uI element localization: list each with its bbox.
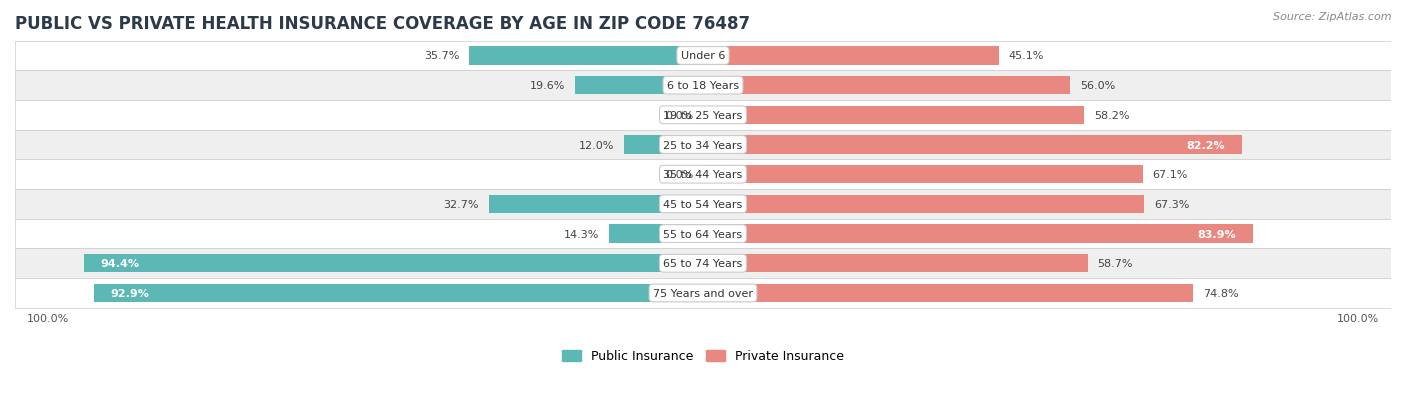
Text: Source: ZipAtlas.com: Source: ZipAtlas.com — [1274, 12, 1392, 22]
Text: 45 to 54 Years: 45 to 54 Years — [664, 199, 742, 209]
Bar — [575, 77, 703, 95]
Bar — [609, 225, 703, 243]
Bar — [94, 284, 703, 302]
Bar — [15, 131, 1391, 160]
Text: 0.0%: 0.0% — [665, 111, 693, 121]
Text: 19.6%: 19.6% — [530, 81, 565, 91]
Text: 25 to 34 Years: 25 to 34 Years — [664, 140, 742, 150]
Text: 83.9%: 83.9% — [1198, 229, 1236, 239]
Bar — [703, 47, 998, 66]
Text: 32.7%: 32.7% — [443, 199, 479, 209]
Bar — [15, 190, 1391, 219]
Text: 45.1%: 45.1% — [1008, 51, 1043, 61]
Text: PUBLIC VS PRIVATE HEALTH INSURANCE COVERAGE BY AGE IN ZIP CODE 76487: PUBLIC VS PRIVATE HEALTH INSURANCE COVER… — [15, 15, 751, 33]
Text: Under 6: Under 6 — [681, 51, 725, 61]
Text: 12.0%: 12.0% — [579, 140, 614, 150]
Text: 35.7%: 35.7% — [423, 51, 460, 61]
Bar — [15, 101, 1391, 131]
Text: 35 to 44 Years: 35 to 44 Years — [664, 170, 742, 180]
Bar — [470, 47, 703, 66]
Text: 55 to 64 Years: 55 to 64 Years — [664, 229, 742, 239]
Bar — [624, 136, 703, 154]
Legend: Public Insurance, Private Insurance: Public Insurance, Private Insurance — [562, 350, 844, 363]
Bar — [703, 225, 1253, 243]
Bar — [84, 254, 703, 273]
Text: 56.0%: 56.0% — [1080, 81, 1115, 91]
Text: 67.3%: 67.3% — [1154, 199, 1189, 209]
Bar — [15, 160, 1391, 190]
Text: 0.0%: 0.0% — [665, 170, 693, 180]
Text: 94.4%: 94.4% — [101, 259, 139, 268]
Text: 75 Years and over: 75 Years and over — [652, 288, 754, 298]
Bar — [703, 166, 1143, 184]
Bar — [15, 219, 1391, 249]
Bar — [703, 195, 1144, 214]
Text: 74.8%: 74.8% — [1204, 288, 1239, 298]
Text: 58.7%: 58.7% — [1098, 259, 1133, 268]
Text: 6 to 18 Years: 6 to 18 Years — [666, 81, 740, 91]
Bar — [15, 41, 1391, 71]
Bar — [489, 195, 703, 214]
Bar — [703, 284, 1194, 302]
Bar — [703, 77, 1070, 95]
Bar — [15, 249, 1391, 278]
Bar — [15, 71, 1391, 101]
Bar — [703, 107, 1084, 125]
Text: 19 to 25 Years: 19 to 25 Years — [664, 111, 742, 121]
Bar — [15, 278, 1391, 308]
Text: 14.3%: 14.3% — [564, 229, 599, 239]
Bar — [703, 136, 1241, 154]
Text: 65 to 74 Years: 65 to 74 Years — [664, 259, 742, 268]
Text: 82.2%: 82.2% — [1187, 140, 1225, 150]
Bar — [703, 254, 1088, 273]
Text: 67.1%: 67.1% — [1153, 170, 1188, 180]
Text: 92.9%: 92.9% — [111, 288, 149, 298]
Text: 58.2%: 58.2% — [1094, 111, 1129, 121]
